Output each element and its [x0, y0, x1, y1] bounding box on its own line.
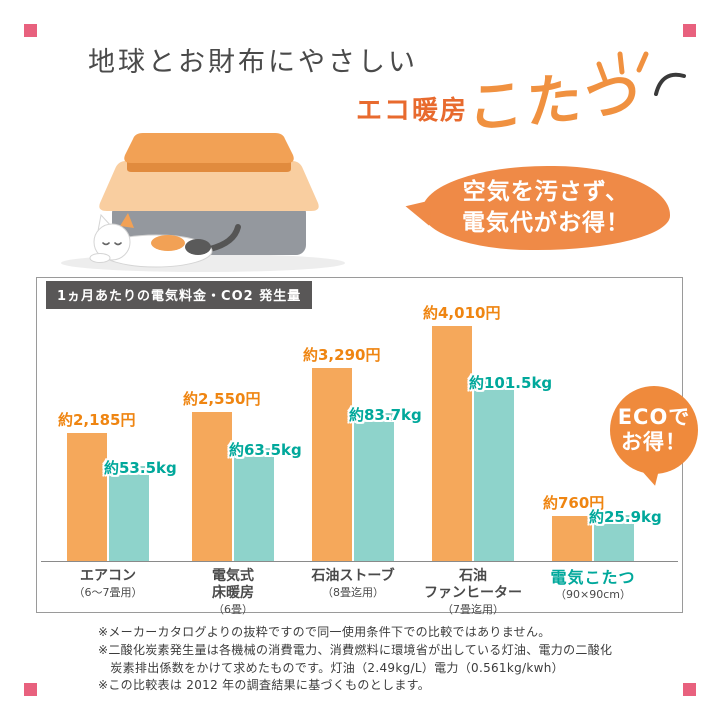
eco-badge: ECOで お得！ — [610, 386, 698, 488]
kotatsu-futon-blanket — [99, 161, 319, 211]
category-name: 石油ストーブ — [311, 568, 395, 584]
calico-cat — [89, 213, 241, 268]
price-bar — [67, 433, 107, 561]
category-label: 電気こたつ （90×90cm） — [518, 568, 668, 601]
sparkle-accent-marks — [596, 51, 686, 96]
comparison-chart: 1ヵ月あたりの電気料金・CO2 発生量 約2,185円 約53.5kg エアコン （6… — [33, 277, 683, 616]
price-value-label: 約2,185円 — [58, 411, 136, 429]
category-name: 電気こたつ — [550, 568, 636, 587]
category-name: エアコン — [80, 568, 136, 584]
category-size-note: （6畳） — [213, 602, 253, 616]
category-name: 床暖房 — [212, 584, 254, 601]
footnote-line: ※メーカーカタログよりの抜粋ですので同一使用条件下での比較ではありません。 — [98, 625, 551, 639]
table-top — [124, 133, 294, 163]
category-name: 石油 — [459, 568, 487, 584]
category-size-note: （90×90cm） — [555, 588, 631, 602]
co2-value-label: 約101.5kg — [469, 374, 553, 392]
footnote-line: ※この比較表は 2012 年の調査結果に基づくものとします。 — [98, 678, 431, 693]
price-bar — [552, 516, 592, 561]
co2-bar — [234, 448, 274, 561]
corner-mark — [683, 683, 696, 696]
footnote-line: ※二酸化炭素発生量は各機械の消費電力、消費燃料に環境省が出している灯油、電力の二… — [98, 642, 613, 657]
chart-title: 1ヵ月あたりの電気料金・CO2 発生量 — [46, 281, 313, 309]
corner-mark — [24, 683, 37, 696]
corner-mark — [24, 24, 37, 37]
price-value-label: 約2,550円 — [183, 390, 261, 408]
eco-badge-line: ECOで — [617, 404, 691, 429]
category-label: 石油 ファンヒーター （7畳迄用） — [398, 568, 548, 616]
speech-bubble-tail — [403, 196, 433, 226]
price-value-label: 約4,010円 — [423, 304, 501, 322]
bubble-text-line: 電気代がお得！ — [462, 210, 630, 236]
bubble-text-line: 空気を汚さず、 — [462, 178, 630, 205]
price-bar — [432, 326, 472, 561]
co2-value-label: 約83.7kg — [349, 406, 422, 424]
eco-badge-line: お得！ — [621, 430, 687, 454]
category-size-note: （6〜7畳用） — [73, 585, 143, 599]
category-size-note: （7畳迄用） — [442, 602, 504, 616]
main-title: 地球とお財布にやさしい — [88, 47, 418, 78]
co2-value-label: 約63.5kg — [229, 441, 302, 459]
price-bar — [312, 368, 352, 561]
co2-value-label: 約53.5kg — [104, 459, 177, 477]
corner-mark — [683, 24, 696, 37]
co2-bar — [474, 381, 514, 561]
category-label: 石油ストーブ （8畳迄用） — [278, 568, 428, 599]
category-label: 電気式 床暖房 （6畳） — [158, 568, 308, 616]
speech-bubble: 空気を汚さず、 電気代がお得！ — [403, 166, 670, 250]
price-value-label: 約760円 — [543, 494, 605, 512]
category-label: エアコン （6〜7畳用） — [33, 568, 183, 599]
x-axis-line — [41, 561, 678, 562]
swoosh-mark — [654, 72, 686, 96]
price-bar — [192, 412, 232, 561]
kotatsu-cat-illustration — [61, 133, 345, 272]
co2-value-label: 約25.9kg — [589, 508, 662, 526]
co2-bar — [354, 413, 394, 561]
co2-bar — [594, 515, 634, 561]
co2-bar — [109, 466, 149, 561]
category-size-note: （8畳迄用） — [322, 585, 384, 599]
footnote-line: 炭素排出係数をかけて求めたものです。灯油（2.49kg/L）電力（0.561kg… — [98, 660, 564, 675]
subtitle-eco-heating: エコ暖房 — [356, 96, 469, 126]
category-name: ファンヒーター — [424, 584, 522, 601]
price-value-label: 約3,290円 — [303, 346, 381, 364]
table-edge — [127, 161, 291, 172]
footnotes: ※メーカーカタログよりの抜粋ですので同一使用条件下での比較ではありません。 ※二酸… — [98, 624, 612, 695]
category-name: 電気式 — [212, 568, 254, 584]
